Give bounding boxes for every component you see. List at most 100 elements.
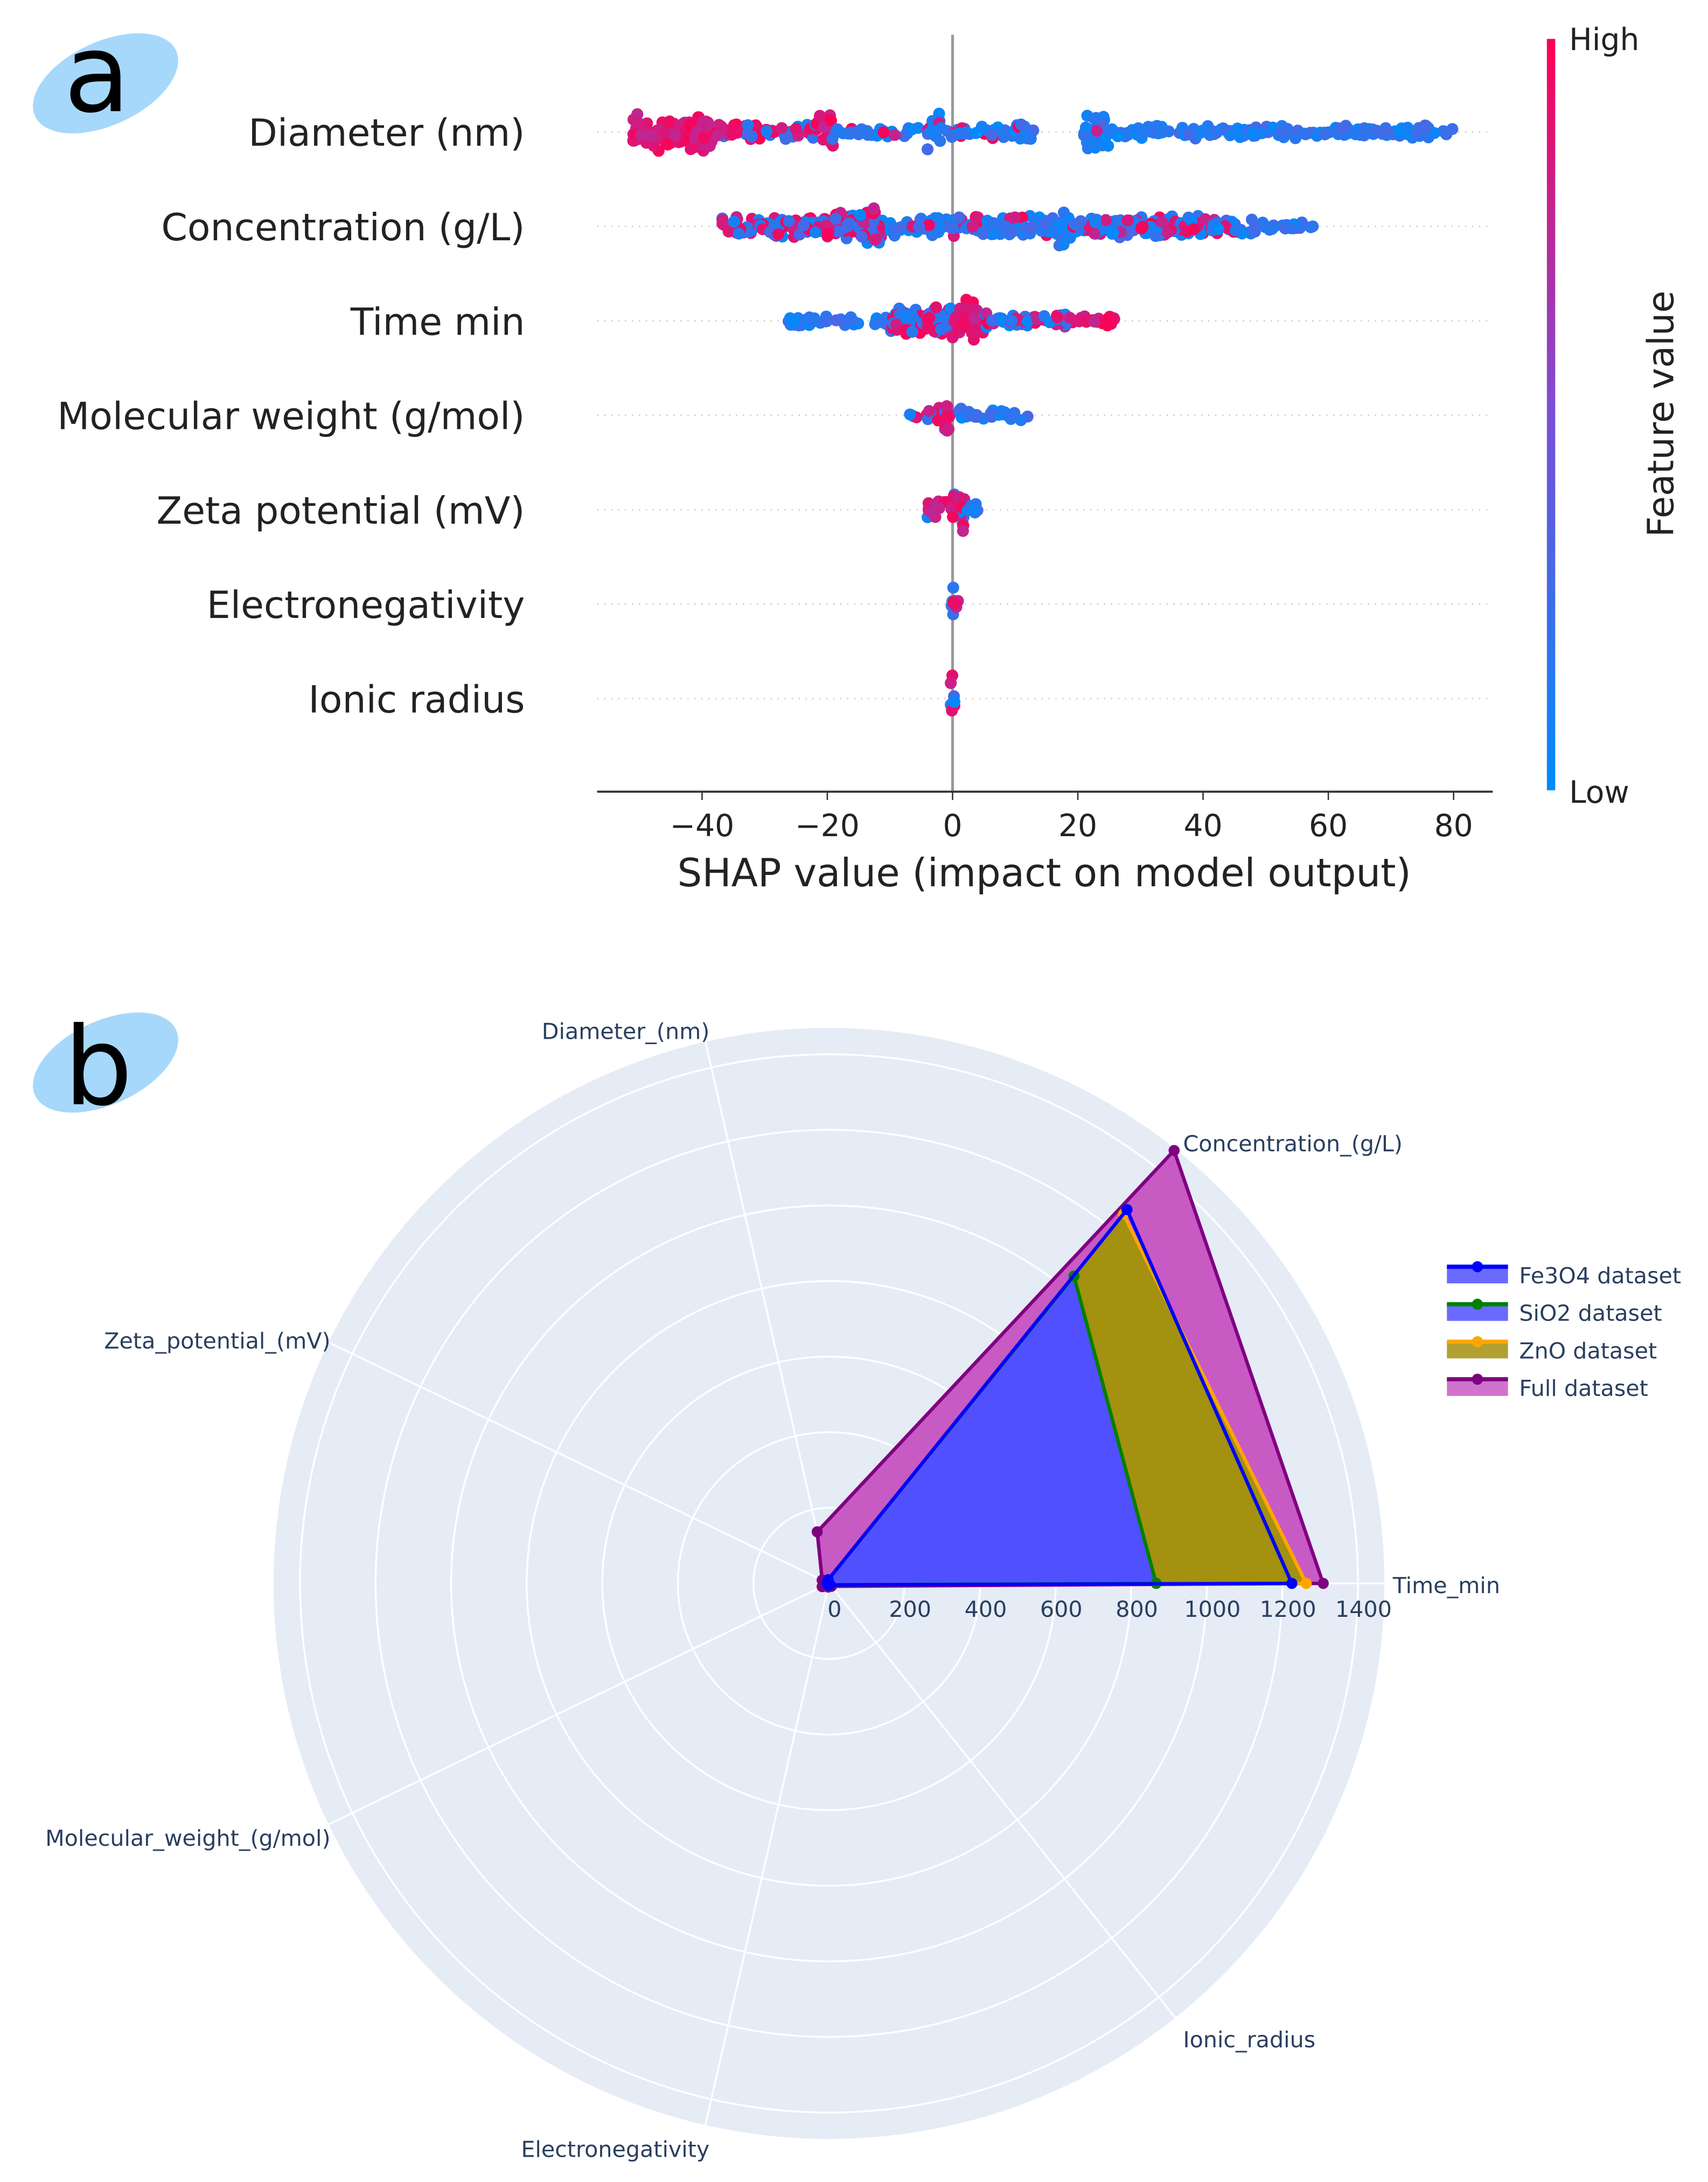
legend-marker — [1472, 1298, 1483, 1310]
shap-point — [807, 315, 820, 328]
shap-point — [809, 226, 822, 239]
shap-point — [661, 138, 674, 151]
shap-point — [1335, 122, 1348, 135]
legend-marker — [1472, 1336, 1483, 1347]
shap-point — [1147, 127, 1160, 139]
angular-gridline — [328, 1341, 829, 1585]
shap-point — [772, 228, 785, 240]
shap-point — [1362, 127, 1374, 140]
shap-point — [685, 143, 697, 155]
shap-point — [1256, 127, 1268, 140]
shap-point — [1099, 133, 1111, 145]
x-tick-label: 60 — [1309, 808, 1348, 844]
shap-point — [783, 215, 795, 227]
shap-point — [1212, 223, 1225, 235]
colorbar-low-label: Low — [1569, 775, 1629, 810]
panel-b-label: b — [64, 1004, 133, 1130]
axis-label: Time_min — [1392, 1573, 1500, 1599]
colorbar-title: Feature value — [1640, 290, 1682, 537]
shap-point — [1088, 315, 1100, 328]
shap-point — [1391, 125, 1404, 137]
shap-point — [1156, 216, 1168, 228]
shap-point — [889, 129, 901, 141]
shap-point — [972, 211, 984, 224]
shap-point — [987, 217, 1000, 230]
shap-point — [925, 506, 937, 518]
shap-point — [894, 221, 906, 234]
shap-point — [944, 221, 957, 234]
series-marker — [1317, 1578, 1329, 1589]
shap-point — [877, 126, 890, 138]
shap-point — [1106, 227, 1118, 240]
radar-chart: Time_min Concentration_(g/L) Diameter_(nm)… — [45, 1018, 1681, 2162]
feature-label: Zeta potential (mV) — [157, 489, 525, 533]
x-tick-label: 0 — [943, 808, 962, 844]
shap-point — [711, 129, 723, 142]
shap-point — [1015, 118, 1027, 131]
shap-point — [1057, 238, 1070, 251]
shap-point — [890, 318, 903, 331]
shap-point — [947, 511, 959, 523]
shap-point — [944, 302, 957, 315]
radial-tick-label: 1000 — [1184, 1596, 1240, 1622]
axis-label: Ionic_radius — [1183, 2027, 1315, 2053]
shap-point — [952, 322, 964, 335]
shap-point — [999, 220, 1012, 233]
shap-point — [829, 212, 842, 225]
shap-point — [1112, 130, 1124, 142]
axis-label: Zeta_potential_(mV) — [104, 1328, 330, 1354]
angular-gridline — [328, 1582, 829, 1825]
shap-point — [922, 321, 934, 333]
axis-label: Electronegativity — [521, 2137, 709, 2163]
panel-a-badge: a — [33, 11, 178, 137]
panel-b-badge: b — [33, 1004, 178, 1130]
shap-point — [898, 130, 911, 142]
shap-point — [798, 219, 810, 232]
shap-point — [1204, 128, 1216, 140]
shap-point — [813, 109, 826, 122]
shap-point — [1229, 224, 1242, 237]
shap-point — [820, 315, 832, 328]
shap-point — [697, 131, 710, 144]
shap-point — [948, 696, 960, 708]
shap-point — [966, 220, 979, 233]
shap-point — [947, 581, 959, 594]
shap-point — [733, 227, 745, 240]
series-marker — [1286, 1578, 1298, 1589]
x-tick-label: 40 — [1184, 808, 1223, 844]
shap-point — [1121, 214, 1134, 227]
feature-label: Concentration (g/L) — [161, 206, 525, 249]
series-marker — [1168, 1145, 1180, 1156]
panel-a-label: a — [64, 11, 130, 137]
shap-point — [843, 217, 855, 230]
badge-ellipse — [33, 33, 178, 134]
shap-point — [761, 125, 773, 137]
shap-point — [940, 410, 953, 422]
angular-gridline — [704, 1583, 830, 2125]
shap-point — [868, 202, 880, 214]
shap-point — [1382, 127, 1395, 139]
shap-point — [787, 315, 800, 327]
angular-gridline — [704, 1041, 830, 1584]
shap-point — [971, 126, 984, 139]
shap-point — [1018, 129, 1031, 141]
shap-point — [912, 122, 924, 134]
shap-point — [1298, 127, 1310, 140]
shap-point — [986, 314, 998, 327]
radial-tick-label: 600 — [1040, 1596, 1083, 1622]
shap-point — [1054, 219, 1066, 231]
shap-point — [1307, 220, 1319, 233]
shap-point — [1009, 211, 1021, 224]
shap-point — [913, 220, 925, 233]
shap-point — [900, 309, 912, 321]
shap-point — [1027, 221, 1039, 234]
axis-label: Diameter_(nm) — [542, 1018, 710, 1044]
shap-point — [957, 525, 969, 537]
feature-label: Electronegativity — [207, 583, 525, 627]
shap-point — [1099, 214, 1112, 226]
shap-point — [1079, 121, 1092, 134]
shap-point — [862, 129, 874, 141]
shap-point — [1064, 311, 1076, 324]
x-axis-label: SHAP value (impact on model output) — [678, 851, 1411, 896]
